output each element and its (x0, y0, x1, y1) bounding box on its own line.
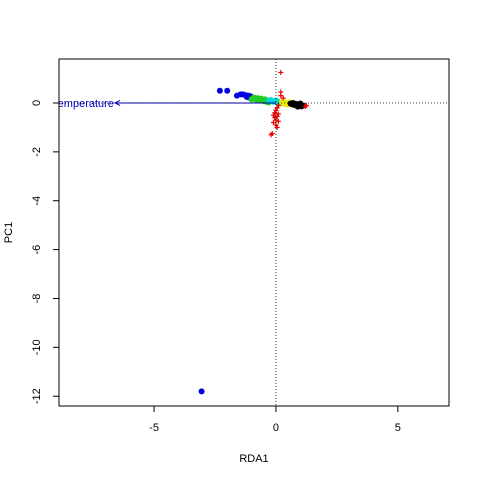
arrow-head (113, 100, 121, 106)
x-axis-label: RDA1 (239, 453, 268, 465)
biplot-arrow: Temperature (52, 98, 276, 110)
data-points (198, 69, 309, 395)
x-tick-label: 0 (273, 422, 279, 434)
data-point-plus (268, 132, 274, 138)
data-point-plus (274, 124, 280, 130)
data-point-plus (302, 104, 308, 110)
y-tick-label: -12 (31, 388, 43, 404)
data-point-plus (271, 120, 276, 126)
plot-frame (58, 58, 450, 407)
data-point-plus (275, 118, 281, 124)
data-point-plus (278, 93, 284, 99)
x-tick-label: -5 (149, 422, 159, 434)
y-tick-label: -6 (31, 245, 43, 255)
y-axis-label: PC1 (3, 222, 15, 243)
reference-lines (59, 59, 449, 406)
data-point (294, 103, 301, 110)
axes: -5 0 5 0 -2 -4 -6 -8 -10 -12 (31, 100, 401, 434)
data-point-plus (278, 69, 284, 75)
y-tick-label: -4 (31, 196, 43, 206)
data-point (198, 388, 205, 395)
x-tick-label: 5 (395, 422, 401, 434)
y-tick-label: -2 (31, 147, 43, 157)
arrow-label: Temperature (52, 98, 114, 110)
y-tick-label: -8 (31, 294, 43, 304)
y-tick-label: 0 (31, 100, 43, 106)
data-point (216, 87, 223, 94)
data-point (224, 87, 231, 94)
data-point-plus (280, 95, 286, 101)
y-tick-label: -10 (31, 339, 43, 355)
